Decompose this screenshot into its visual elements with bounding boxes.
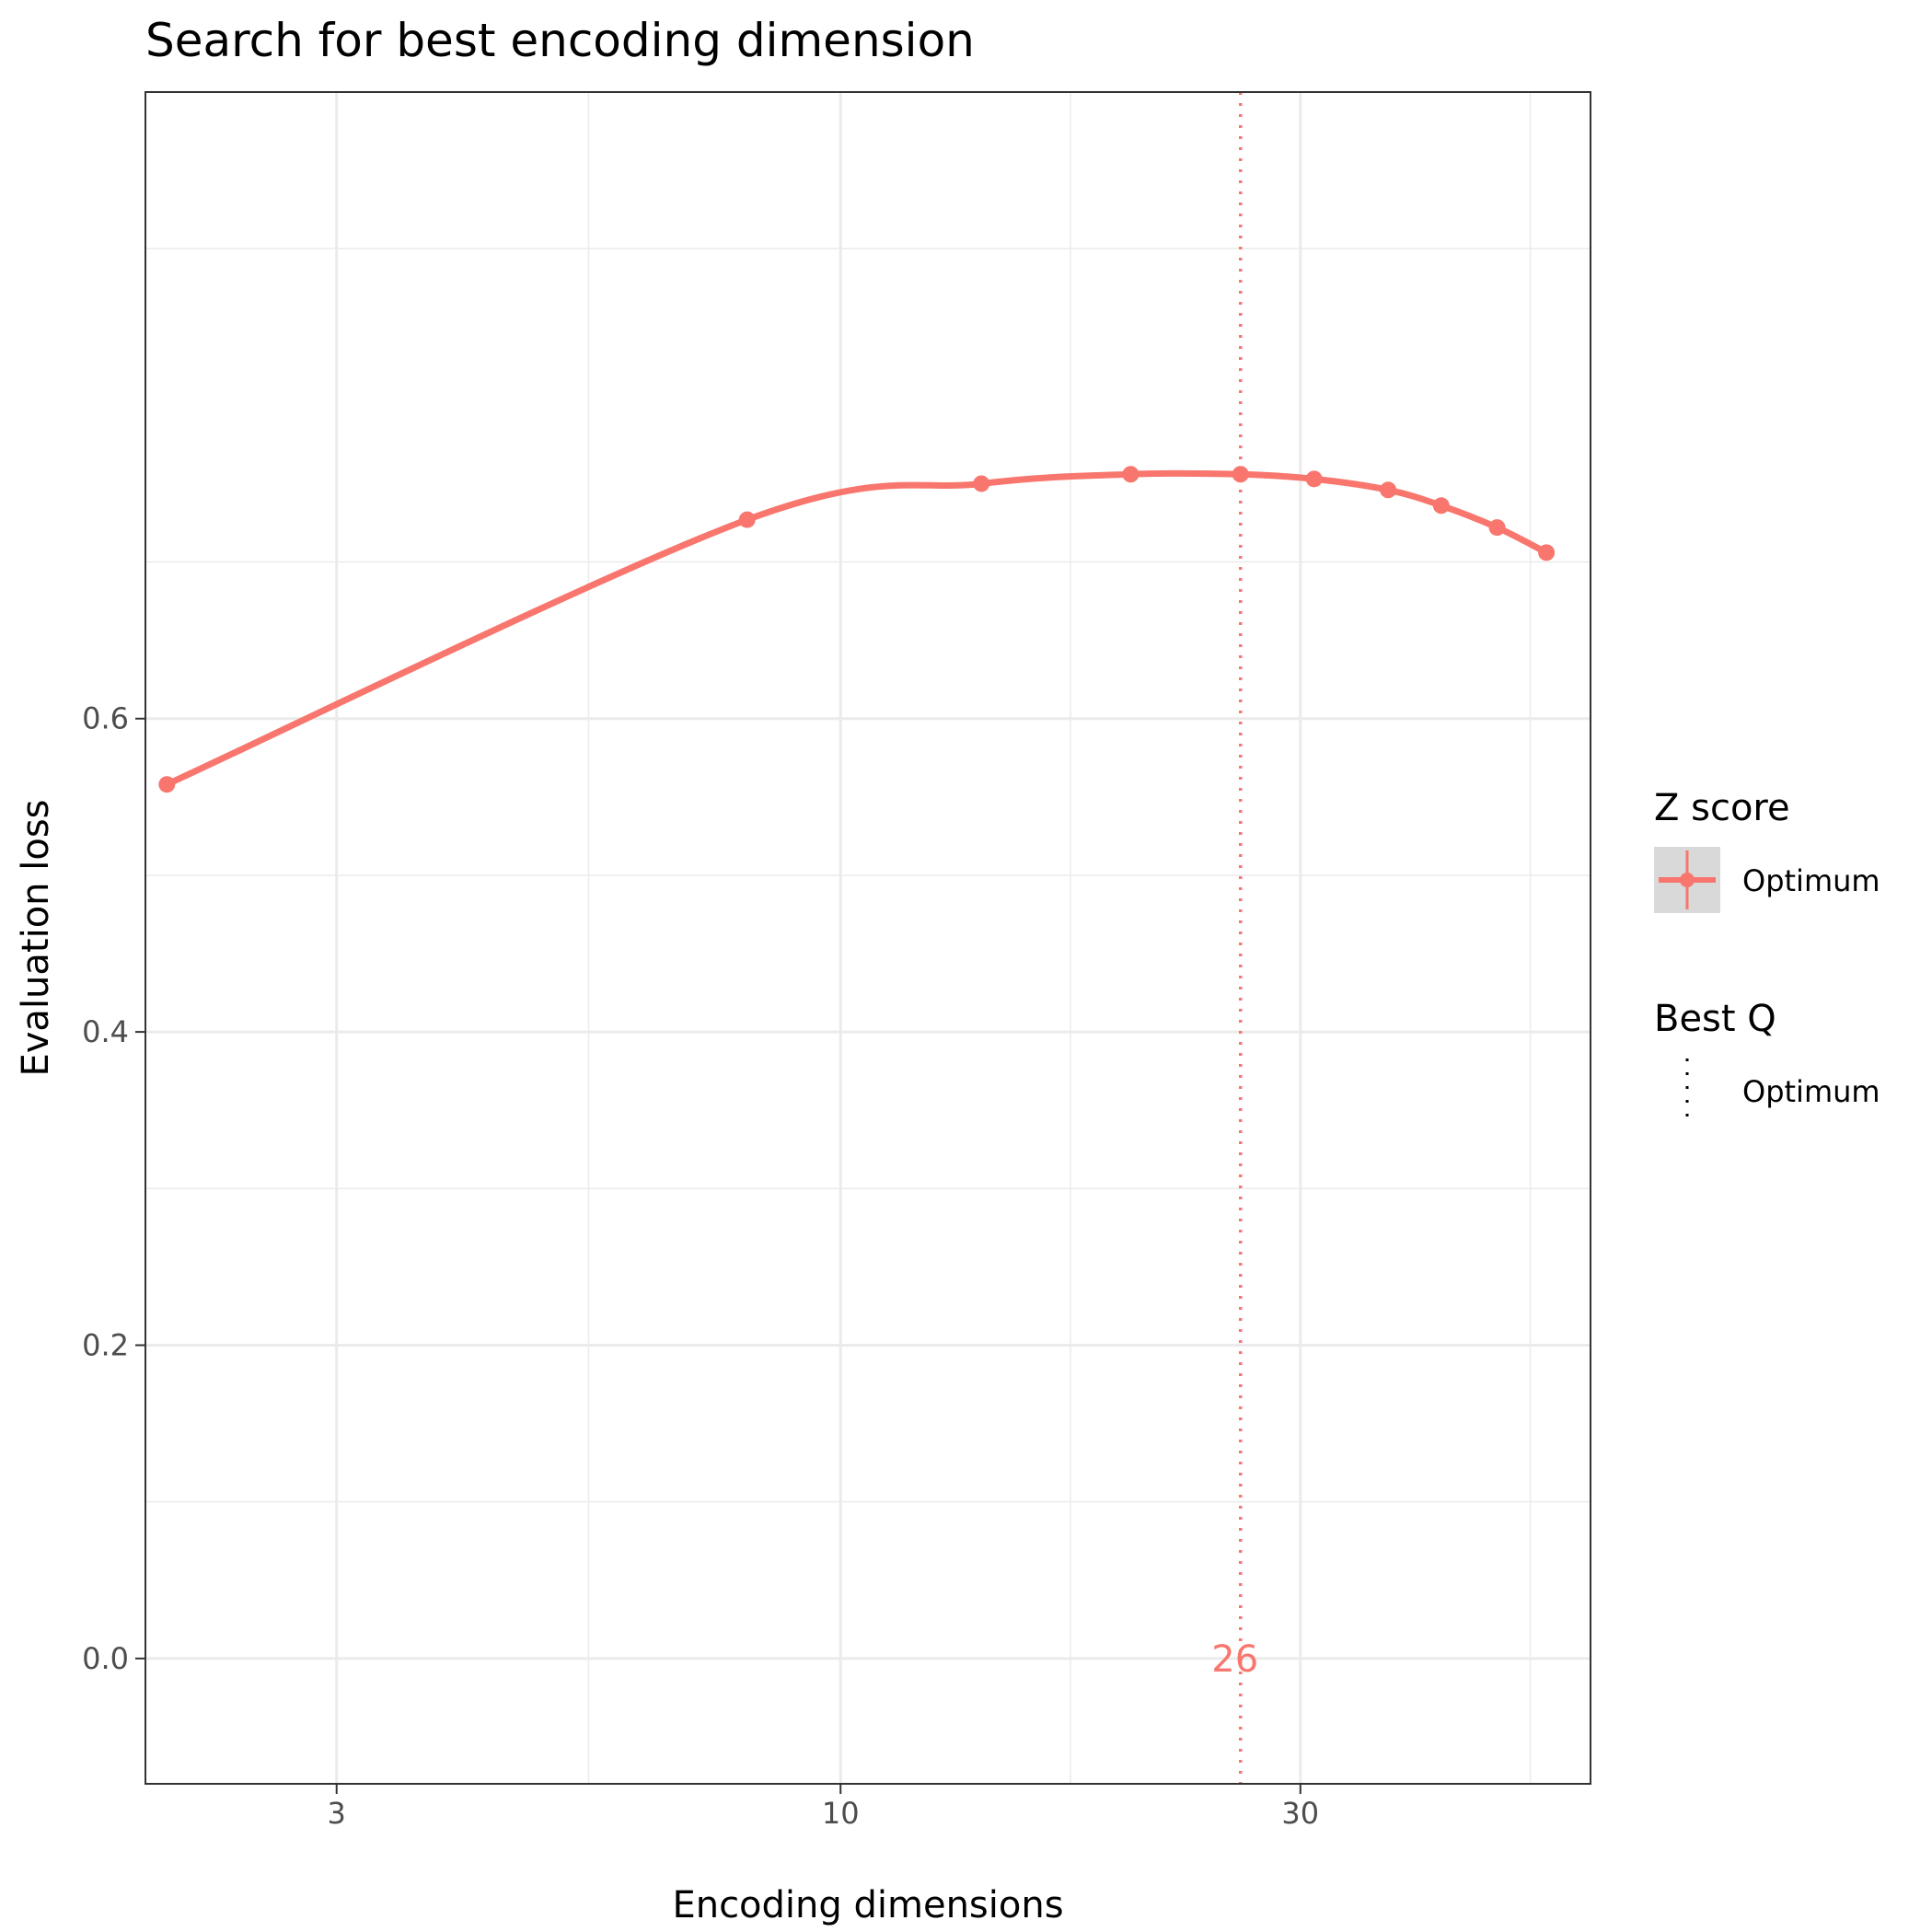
y-axis: 0.0 0.2 0.4 0.6 xyxy=(82,701,145,1676)
grid-major xyxy=(145,92,1591,1784)
optimum-vline-label: 26 xyxy=(1211,1638,1258,1681)
data-point xyxy=(1122,466,1140,483)
data-point xyxy=(973,475,990,492)
legend: Z score Optimum Best Q Optimum xyxy=(1654,787,1880,1125)
y-tick-label: 0.2 xyxy=(82,1327,129,1362)
data-point xyxy=(1232,466,1249,483)
data-point xyxy=(1488,519,1506,537)
y-tick-label: 0.6 xyxy=(82,701,129,736)
y-tick-label: 0.4 xyxy=(82,1014,129,1049)
x-axis-title: Encoding dimensions xyxy=(672,1884,1063,1926)
y-axis-title: Evaluation loss xyxy=(15,799,57,1076)
series-layer xyxy=(158,466,1556,793)
data-point xyxy=(1380,481,1397,499)
legend-title-bestq: Best Q xyxy=(1654,998,1776,1040)
chart-title: Search for best encoding dimension xyxy=(145,14,975,67)
data-point xyxy=(1432,497,1450,515)
legend-label-bestq-optimum: Optimum xyxy=(1742,1074,1880,1109)
legend-group-zscore: Z score Optimum xyxy=(1654,787,1880,913)
legend-key-point xyxy=(1680,873,1695,887)
y-tick-label: 0.0 xyxy=(82,1641,129,1676)
x-tick-label: 30 xyxy=(1281,1796,1319,1831)
legend-key-zscore xyxy=(1659,850,1716,909)
panel-border xyxy=(145,91,1591,1785)
x-axis: 3 10 30 xyxy=(328,1784,1319,1831)
plot-panel: 26 xyxy=(145,91,1591,1785)
x-tick-label: 10 xyxy=(822,1796,860,1831)
x-tick-label: 3 xyxy=(328,1796,346,1831)
data-point xyxy=(158,776,176,793)
data-point xyxy=(1538,544,1556,561)
data-point xyxy=(738,511,756,528)
data-point xyxy=(1305,470,1323,488)
legend-label-zscore-optimum: Optimum xyxy=(1742,863,1880,898)
legend-group-bestq: Best Q Optimum xyxy=(1654,998,1880,1125)
panel-background xyxy=(145,92,1591,1784)
optimum-vline-layer: 26 xyxy=(1211,92,1258,1784)
legend-title-zscore: Z score xyxy=(1654,787,1790,829)
grid-minor xyxy=(145,92,1591,1784)
